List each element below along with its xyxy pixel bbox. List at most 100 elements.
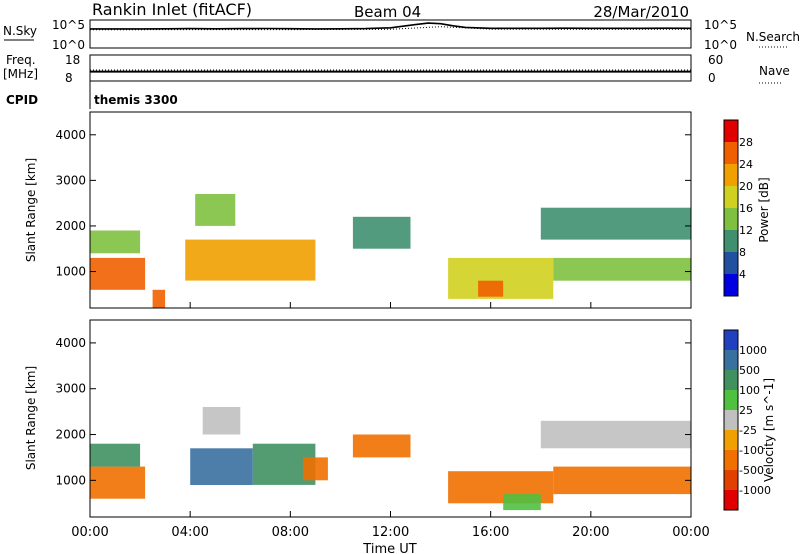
velocity-panel: 1000 2000 3000 4000 Slant Range [km] 1000 50… (24, 319, 776, 518)
date-title: 28/Mar/2010 (593, 3, 689, 21)
freq-left-tick-bottom: 8 (65, 71, 73, 85)
power-colorbar-label: Power [dB] (757, 177, 771, 242)
power-echo-region-9 (152, 289, 166, 308)
power-ytick-label-0: 1000 (55, 265, 86, 279)
freq-label: Freq. (6, 53, 36, 67)
power-colorbar-swatch-1 (724, 142, 738, 165)
power-colorbar-swatch-3 (724, 186, 738, 209)
xtick-label-5: 20:00 (572, 525, 609, 540)
xtick-label-4: 16:00 (472, 525, 509, 540)
xtick-label-0: 00:00 (71, 525, 108, 540)
time-axis: 00:00 04:00 08:00 12:00 16:00 20:00 00:00 (71, 302, 710, 540)
velocity-colorbar-swatch-6 (724, 450, 738, 471)
velocity-echo-region-3 (202, 407, 241, 435)
velocity-echo-region-2 (190, 448, 253, 485)
noise-panel-frame (89, 19, 692, 49)
velocity-colorbar-tick-6: -500 (739, 464, 764, 477)
noise-panel: N.Sky 10^5 10^0 10^5 10^0 N.Search (3, 18, 800, 52)
power-ylabel: Slant Range [km] (24, 158, 38, 262)
freq-left-tick-top: 18 (65, 53, 80, 67)
power-colorbar-swatch-7 (724, 274, 738, 297)
power-colorbar-tick-5: 8 (739, 246, 746, 259)
velocity-colorbar-swatch-2 (724, 370, 738, 391)
freq-unit: [MHz] (3, 67, 38, 81)
velocity-colorbar-swatch-3 (724, 390, 738, 411)
velocity-ytick-label-2: 3000 (55, 382, 86, 396)
power-colorbar-tick-0: 28 (739, 136, 753, 149)
power-echo-region-2 (185, 239, 316, 281)
power-colorbar-swatch-6 (724, 252, 738, 275)
cpid-value: themis 3300 (94, 93, 178, 107)
power-echo-region-6 (478, 280, 504, 297)
velocity-colorbar-tick-4: -25 (739, 424, 757, 437)
cpid-label: CPID (6, 93, 38, 107)
power-colorbar-tick-4: 12 (739, 224, 753, 237)
power-echo-region-7 (553, 257, 691, 281)
noise-right-tick-bottom: 10^0 (704, 38, 737, 52)
power-echo-region-4 (352, 216, 411, 249)
velocity-echo-region-10 (540, 420, 692, 449)
velocity-colorbar-tick-1: 500 (739, 364, 760, 377)
power-colorbar-tick-2: 20 (739, 180, 753, 193)
velocity-colorbar-swatch-5 (724, 430, 738, 451)
xtick-label-6: 00:00 (672, 525, 709, 540)
station-title: Rankin Inlet (fitACF) (92, 0, 252, 19)
frequency-panel-frame (89, 54, 692, 82)
power-ytick-label-1: 2000 (55, 219, 86, 233)
velocity-colorbar-tick-5: -100 (739, 444, 764, 457)
nave-label: Nave (759, 64, 790, 78)
velocity-colorbar-swatch-1 (724, 350, 738, 371)
velocity-echo-region-8 (503, 494, 541, 511)
power-colorbar-tick-1: 24 (739, 158, 753, 171)
noise-series-0 (90, 22, 692, 30)
velocity-colorbar-label-text: Velocity [m s^-1] (762, 378, 776, 482)
power-colorbar: 28 24 20 16 12 8 4 (723, 119, 753, 297)
velocity-colorbar-swatch-0 (724, 330, 738, 351)
velocity-ytick-label-1: 2000 (55, 428, 86, 442)
power-panel: 1000 2000 3000 4000 Slant Range [km] 28 24 20… (24, 111, 771, 309)
velocity-colorbar-swatch-7 (724, 470, 738, 491)
frequency-panel: Freq. [MHz] 18 8 60 0 Nave (3, 53, 790, 85)
velocity-echo-region-0 (90, 466, 146, 499)
xtick-label-1: 04:00 (171, 525, 208, 540)
velocity-ylabel: Slant Range [km] (24, 366, 38, 470)
power-ytick-label-2: 3000 (55, 173, 86, 187)
velocity-echo-region-5 (302, 457, 328, 481)
velocity-ytick-label-3: 4000 (55, 336, 86, 350)
velocity-colorbar-tick-3: 25 (739, 404, 753, 417)
power-colorbar-frame (723, 119, 739, 297)
noise-right-tick-top: 10^5 (704, 18, 737, 32)
velocity-echo-region-9 (553, 466, 691, 495)
power-colorbar-tick-6: 4 (739, 268, 746, 281)
cpid-row: CPID themis 3300 (6, 81, 178, 109)
power-echo-region-8 (540, 207, 692, 240)
power-colorbar-swatch-5 (724, 230, 738, 253)
noise-left-tick-bottom: 10^0 (52, 38, 85, 52)
xtick-label-3: 12:00 (372, 525, 409, 540)
power-echo-region-3 (195, 194, 236, 226)
velocity-ytick-label-0: 1000 (55, 473, 86, 487)
power-colorbar-swatch-0 (724, 120, 738, 143)
velocity-colorbar-tick-0: 1000 (739, 344, 767, 357)
velocity-colorbar-tick-2: 100 (739, 384, 760, 397)
velocity-echo-region-1 (90, 443, 141, 467)
xaxis-label: Time UT (362, 542, 416, 554)
power-ytick-label-3: 4000 (55, 128, 86, 142)
power-echo-region-0 (90, 257, 146, 290)
power-colorbar-swatch-2 (724, 164, 738, 187)
power-colorbar-swatch-4 (724, 208, 738, 231)
velocity-echo-region-6 (352, 434, 411, 458)
noise-left-tick-top: 10^5 (52, 18, 85, 32)
velocity-colorbar: 1000 500 100 25 -25 -100 -500 -1000 (723, 329, 771, 511)
beam-title: Beam 04 (354, 3, 421, 21)
nave-right-tick-top: 60 (708, 53, 723, 67)
velocity-colorbar-tick-7: -1000 (739, 484, 771, 497)
power-echo-region-1 (90, 230, 141, 254)
velocity-colorbar-swatch-8 (724, 490, 738, 511)
velocity-colorbar-label: Velocity [m s^-1] (762, 378, 776, 482)
power-colorbar-tick-3: 16 (739, 202, 753, 215)
velocity-colorbar-swatch-4 (724, 410, 738, 431)
velocity-colorbar-frame (723, 329, 739, 511)
nave-right-tick-bottom: 0 (708, 71, 716, 85)
